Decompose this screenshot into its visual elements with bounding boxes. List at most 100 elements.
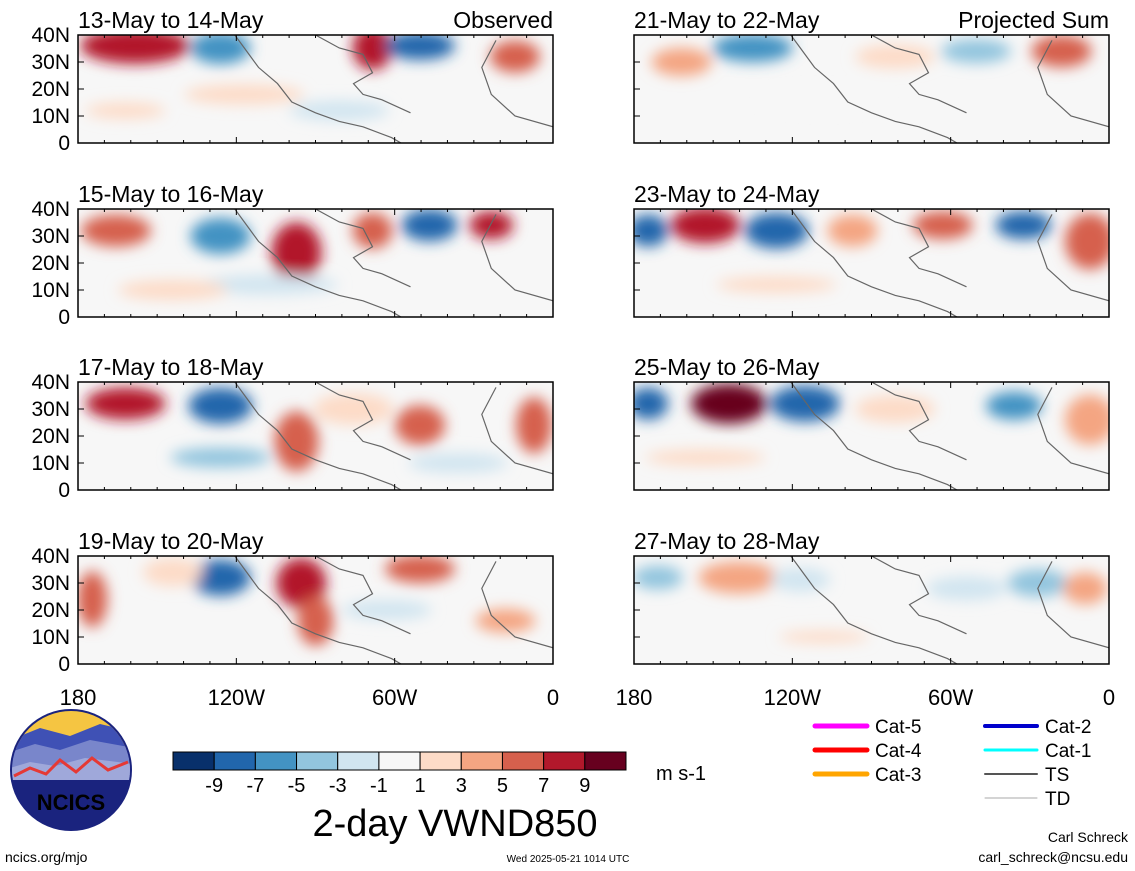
panel-title: 23-May to 24-May [634, 181, 820, 207]
colorbar-swatch [337, 751, 380, 771]
latitude-tick-label: 20N [31, 252, 70, 275]
coastline [481, 40, 553, 128]
colorbar-swatch [543, 751, 586, 771]
longitude-tick-label: 60W [928, 685, 973, 710]
latitude-tick-label: 20N [31, 425, 70, 448]
wind-anomaly-region [634, 565, 683, 590]
colorbar-swatch [172, 751, 215, 771]
ncics-logo: NCICS [10, 709, 132, 831]
colorbar-tick-label: -5 [288, 775, 306, 797]
wind-anomaly-region [634, 387, 669, 420]
wind-anomaly-region [385, 35, 455, 60]
wind-anomaly-region [779, 631, 869, 643]
wind-anomaly-region [770, 385, 840, 422]
wind-anomaly-region [341, 600, 432, 620]
longitude-axis: 180 120W 60W 0 180 120W 60W 0 [60, 685, 1115, 710]
wind-anomaly-region [1065, 394, 1109, 445]
panel-tag: Observed [453, 7, 553, 33]
wind-anomaly-region [475, 608, 536, 633]
longitude-tick-label: 0 [547, 685, 559, 710]
coastline [234, 556, 402, 664]
wind-anomaly-region [170, 447, 271, 468]
wind-anomaly-region [352, 212, 393, 249]
coastline [871, 209, 967, 288]
wind-anomaly-region [81, 214, 151, 247]
wind-contours [651, 35, 1109, 143]
latitude-tick-label: 30N [31, 225, 70, 248]
panel-title: 21-May to 22-May [634, 7, 820, 33]
map-panel: 19-May to 20-May 40N 30N 20N 10N 0 [31, 528, 554, 676]
legend-label: Cat-1 [1045, 741, 1091, 762]
wind-anomaly-region [190, 218, 251, 254]
colorbar-title: 2-day VWND850 [312, 803, 597, 845]
wind-anomaly-region [469, 211, 514, 240]
wind-anomaly-region [276, 558, 327, 608]
panel-title: 19-May to 20-May [78, 528, 264, 554]
map-panel: 15-May to 16-May 40N 30N 20N 10N 0 [31, 181, 554, 329]
wind-anomaly-region [401, 209, 458, 242]
wind-contours [634, 556, 1109, 664]
legend-label: Cat-5 [875, 717, 921, 738]
wind-anomaly-region [352, 35, 393, 70]
coastline [234, 209, 402, 317]
wind-anomaly-region [297, 595, 334, 646]
wind-anomaly-region [941, 39, 1011, 64]
latitude-tick-label: 0 [58, 479, 70, 502]
latitude-tick-label: 30N [31, 51, 70, 74]
latitude-tick-label: 30N [31, 398, 70, 421]
wind-contours [85, 382, 553, 490]
wind-anomaly-region [764, 91, 884, 108]
colorbar-swatch [584, 751, 627, 771]
wind-anomaly-region [912, 211, 973, 240]
wind-anomaly-region [190, 559, 251, 596]
coastline [481, 387, 553, 475]
wind-anomaly-region [827, 214, 878, 247]
site-url: ncics.org/mjo [5, 849, 88, 865]
wind-anomaly-region [995, 211, 1052, 240]
wind-contours [78, 556, 553, 664]
timestamp: Wed 2025-05-21 1014 UTC [507, 854, 630, 865]
wind-anomaly-region [1065, 213, 1109, 270]
coastline [1037, 561, 1109, 649]
colorbar-tick-label: 5 [497, 775, 508, 797]
legend-label: Cat-4 [875, 741, 922, 762]
colorbar-tick-label: 9 [579, 775, 590, 797]
wind-anomaly-region [80, 35, 190, 64]
legend-label: Cat-2 [1045, 717, 1091, 738]
wind-anomaly-region [490, 40, 540, 73]
wind-anomaly-region [986, 391, 1042, 420]
colorbar-swatch [460, 751, 503, 771]
coastline [790, 382, 958, 490]
wind-anomaly-region [408, 453, 508, 473]
wind-anomaly-region [188, 387, 253, 424]
colorbar-tick-label: 7 [538, 775, 549, 797]
colorbar-swatch [501, 751, 545, 771]
latitude-tick-label: 40N [31, 24, 70, 47]
coastline [234, 35, 402, 143]
wind-anomaly-region [770, 567, 831, 592]
wind-anomaly-region [716, 276, 837, 293]
colorbar-swatch [419, 751, 462, 771]
wind-anomaly-region [855, 44, 936, 69]
colorbar-swatch [296, 751, 339, 771]
wind-anomaly-region [651, 48, 712, 76]
wind-anomaly-region [271, 222, 322, 283]
panel-title: 13-May to 14-May [78, 7, 264, 33]
coastline [871, 35, 967, 114]
colorbar-swatch [378, 751, 421, 771]
author-name: Carl Schreck [1048, 829, 1129, 845]
latitude-tick-label: 30N [31, 572, 70, 595]
wind-anomaly-region [645, 449, 766, 466]
latitude-tick-label: 40N [31, 198, 70, 221]
track-legend: Cat-5 Cat-4 Cat-3 Cat-2 Cat-1 TS TD [812, 717, 1091, 810]
wind-anomaly-region [1031, 35, 1092, 68]
colorbar-tick-label: -7 [246, 775, 264, 797]
latitude-tick-label: 40N [31, 371, 70, 394]
wind-anomaly-region [143, 558, 203, 587]
wind-anomaly-region [78, 571, 108, 628]
colorbar-tick-label: 3 [456, 775, 467, 797]
colorbar-tick-label: -3 [329, 775, 347, 797]
coastline [871, 556, 967, 635]
panel-title: 15-May to 16-May [78, 181, 264, 207]
